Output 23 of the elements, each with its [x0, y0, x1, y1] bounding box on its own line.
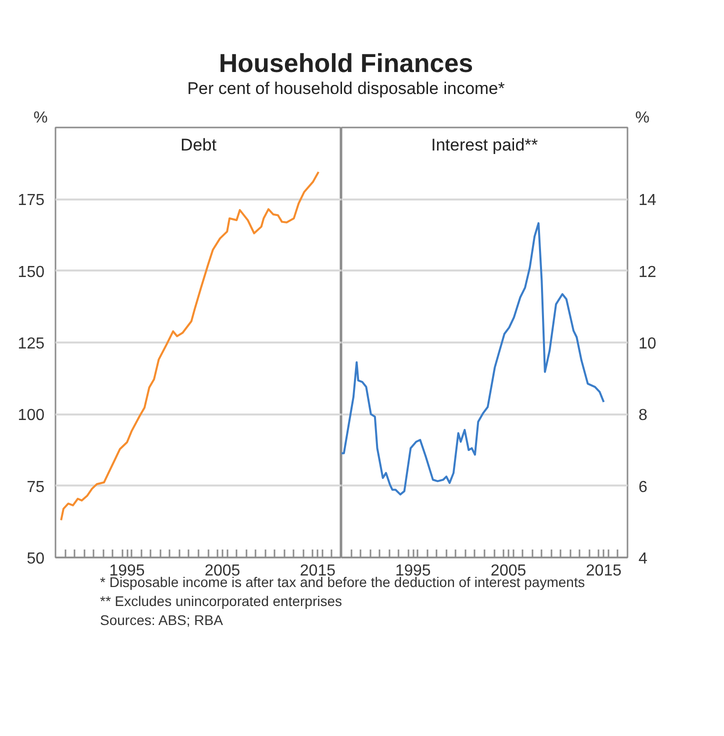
line-series [60, 171, 320, 522]
y-tick-label: 50 [26, 550, 45, 568]
y-tick-label: 150 [18, 264, 45, 282]
y-tick-label: 175 [18, 192, 45, 210]
y2-tick-label: 12 [638, 264, 656, 282]
text: Debt [180, 136, 217, 155]
text: ** Excludes unincorporated enterprises [100, 592, 342, 612]
y-axis-title: % [34, 110, 48, 127]
y2-tick-label: 6 [638, 479, 648, 496]
source-note: Sources: ABS; RBA [100, 611, 223, 630]
y-tick-label: 125 [18, 336, 45, 353]
chart-subtitle: Per cent of household disposable income* [187, 78, 505, 100]
y2-tick-label: 4 [638, 550, 648, 568]
y2-axis-title: % [635, 110, 650, 127]
y2-tick-label: 8 [638, 408, 648, 425]
chart-title: Household Finances [218, 48, 474, 78]
y2-tick-label: 10 [638, 336, 656, 353]
x-tick-label: 2015 [586, 562, 622, 580]
y-tick-label: 100 [18, 408, 45, 425]
line-series [342, 222, 605, 496]
y-tick-label: 75 [26, 479, 45, 496]
text: Interest paid** [431, 136, 538, 155]
y2-tick-label: 14 [638, 192, 656, 210]
